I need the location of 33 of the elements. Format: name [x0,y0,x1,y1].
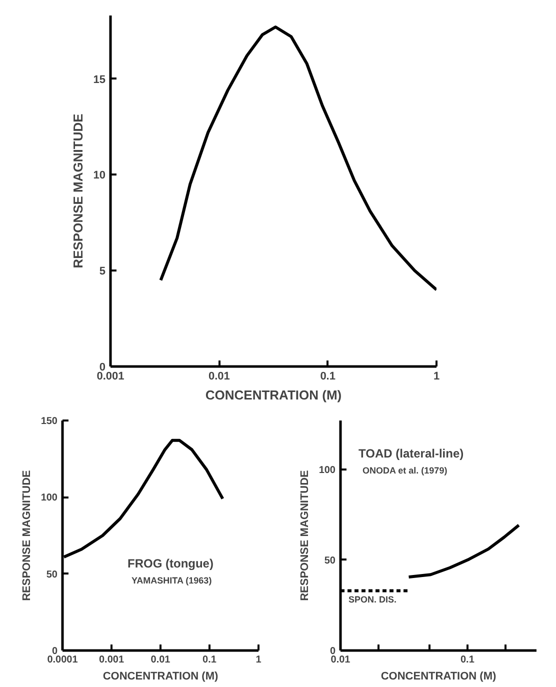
annotation: YAMASHITA (1963) [132,576,212,586]
x-tick-label: 0.0001 [47,654,78,666]
y-tick-label: 0 [330,646,336,657]
x-tick-label: 0.1 [460,654,475,666]
annotation: TOAD (lateral-line) [358,446,464,460]
annotation: ONODA et al. (1979) [362,466,448,476]
x-tick-label: 0.001 [98,654,124,666]
x-tick-label: 0.01 [330,654,351,666]
y-tick-label: 50 [46,569,58,580]
y-tick-label: 0 [99,362,106,374]
x-tick-label: 0.1 [202,654,217,666]
x-axis-title: CONCENTRATION (M) [102,670,218,682]
y-tick-label: 15 [93,74,106,86]
x-tick-label: 1 [433,370,440,382]
x-tick-label: 1 [256,654,262,666]
y-axis-title: RESPONSE MAGNITUDE [298,470,311,601]
y-tick-label: 100 [40,492,58,504]
x-axis-title: CONCENTRATION (M) [205,388,342,402]
x-axis-title: CONCENTRATION (M) [380,670,496,682]
annotation: FROG (tongue) [128,556,214,570]
y-tick-label: 5 [99,266,106,278]
y-axis-title: RESPONSE MAGNITUDE [20,470,33,601]
y-tick-label: 50 [324,555,336,566]
y-axis-title: RESPONSE MAGNITUDE [70,113,86,268]
y-tick-label: 10 [93,170,106,182]
x-tick-label: 0.01 [150,654,171,666]
x-tick-label: 0.1 [320,370,336,382]
y-tick-label: 150 [40,416,58,427]
y-tick-label: 0 [52,646,58,657]
annotation: SPON. DIS. [348,594,397,605]
x-tick-label: 0.001 [96,370,124,382]
x-tick-label: 0.01 [208,370,230,382]
y-tick-label: 100 [318,464,336,476]
